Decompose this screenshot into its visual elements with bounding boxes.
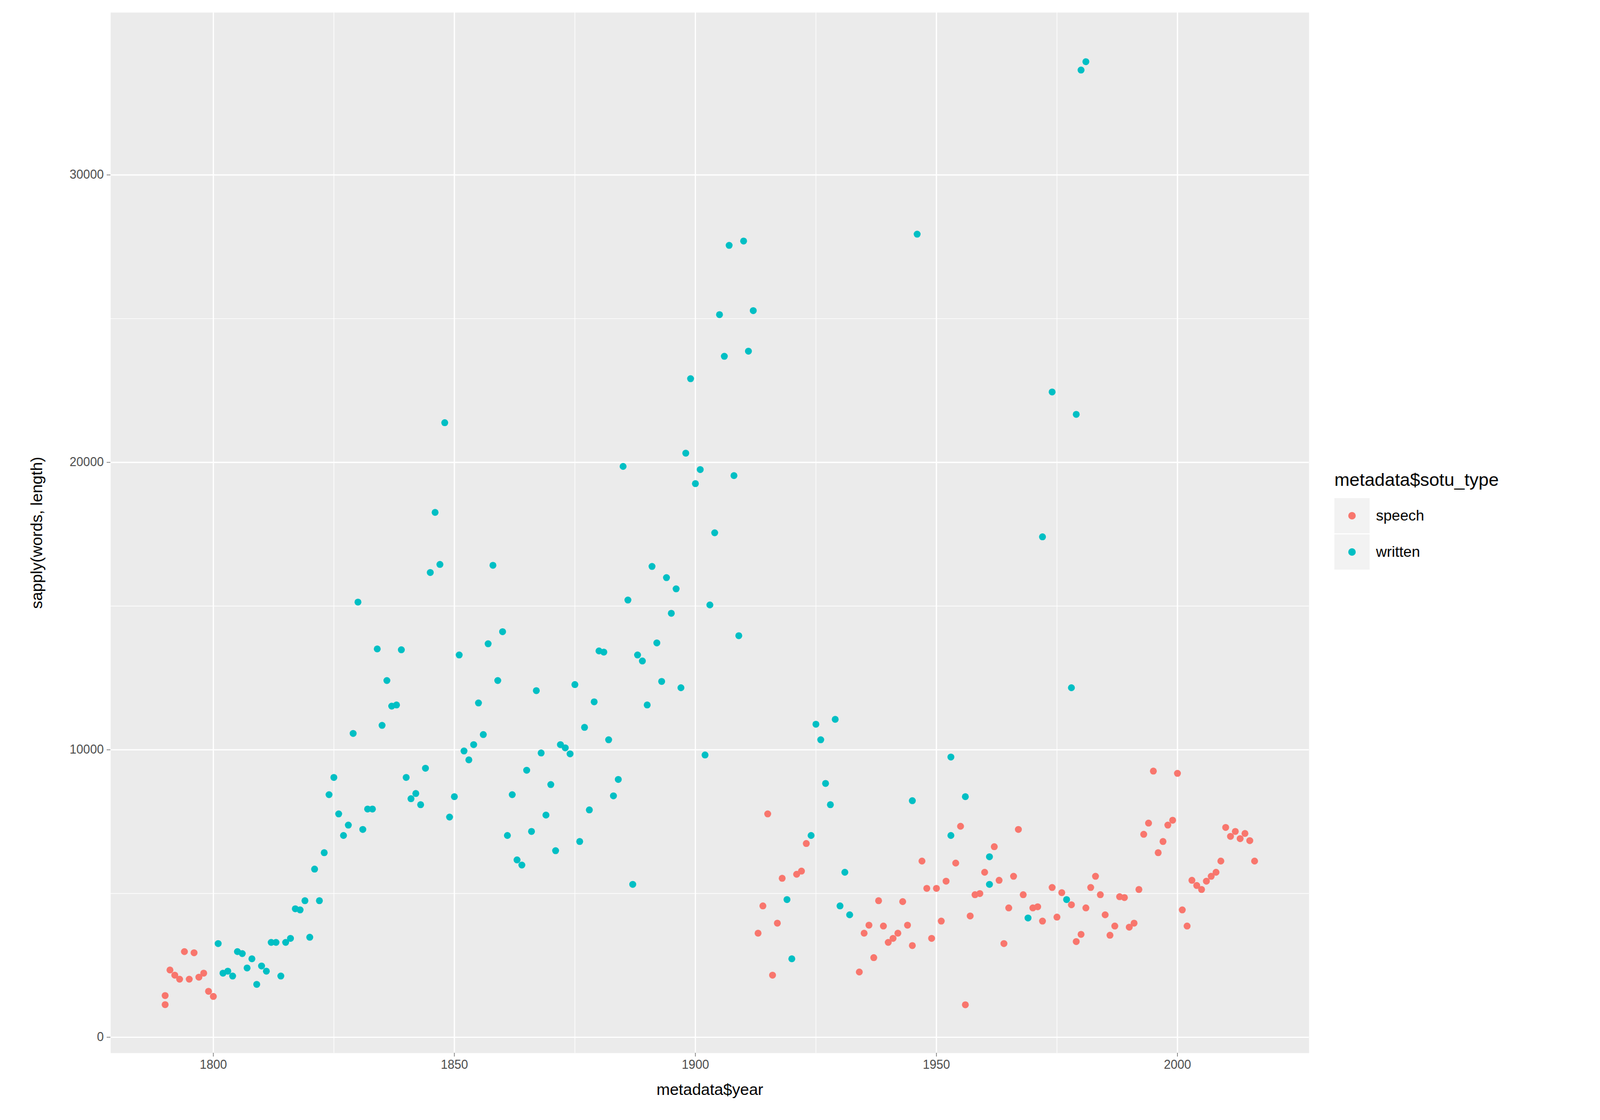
svg-text:0: 0 — [97, 1029, 104, 1044]
svg-text:30000: 30000 — [69, 167, 104, 182]
svg-text:1900: 1900 — [681, 1057, 709, 1072]
svg-text:1850: 1850 — [440, 1057, 468, 1072]
svg-text:1800: 1800 — [199, 1057, 227, 1072]
svg-text:10000: 10000 — [69, 742, 104, 757]
svg-text:2000: 2000 — [1163, 1057, 1191, 1072]
svg-text:sapply(words, length): sapply(words, length) — [27, 456, 46, 609]
svg-text:metadata$year: metadata$year — [656, 1080, 764, 1099]
html-text:metadata$sotu_type: metadata$sotu_type — [1334, 469, 1499, 490]
svg-text:1950: 1950 — [922, 1057, 950, 1072]
html-text:speech: speech — [1376, 507, 1425, 524]
html-text:written: written — [1376, 543, 1420, 560]
svg-text:20000: 20000 — [69, 454, 104, 469]
